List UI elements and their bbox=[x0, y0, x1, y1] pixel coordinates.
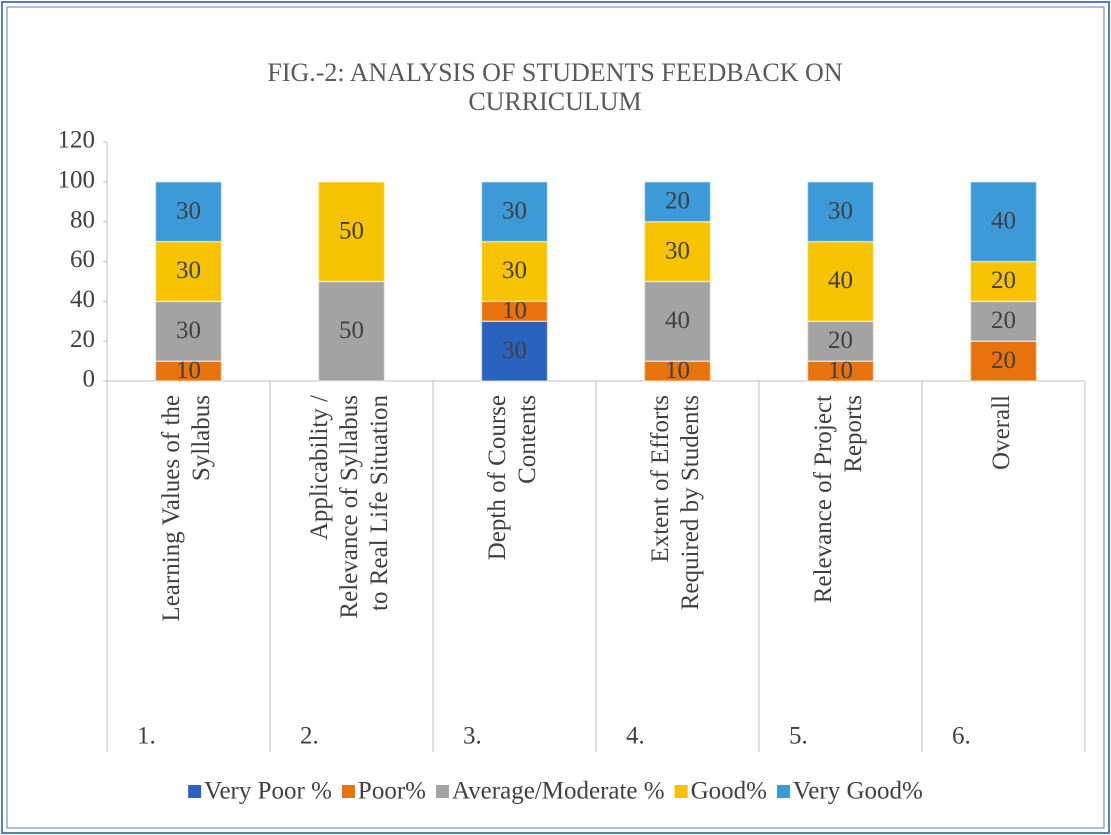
data-label: 20 bbox=[665, 187, 690, 214]
data-label: 40 bbox=[665, 307, 690, 334]
data-label: 20 bbox=[991, 347, 1016, 374]
data-label: 30 bbox=[502, 197, 527, 224]
chart-title: CURRICULUM bbox=[468, 87, 641, 116]
x-tick-label: Depth of Course bbox=[484, 395, 511, 560]
bar-segment bbox=[643, 280, 712, 362]
x-tick-label: Syllabus bbox=[188, 395, 215, 481]
x-tick-label: Applicability / bbox=[306, 395, 333, 540]
data-label: 30 bbox=[176, 257, 201, 284]
bar-segment bbox=[317, 181, 386, 283]
data-label: 20 bbox=[991, 267, 1016, 294]
bar-segment bbox=[480, 240, 549, 303]
x-tick-label: Relevance of Project bbox=[810, 395, 837, 603]
category-label: Applicability / Relevance of Syllabus to R… bbox=[306, 395, 393, 619]
bar-segment bbox=[806, 320, 875, 362]
y-tick-label: 80 bbox=[70, 206, 95, 233]
data-label: 20 bbox=[828, 327, 853, 354]
x-tick-label: Overall bbox=[988, 395, 1015, 470]
legend-label: Very Good% bbox=[793, 778, 923, 805]
bar-segment bbox=[969, 340, 1038, 382]
legend-label: Average/Moderate % bbox=[452, 778, 665, 805]
bar-segment bbox=[480, 320, 549, 382]
legend-swatch bbox=[674, 785, 688, 798]
legend-label: Good% bbox=[691, 778, 767, 805]
chart-title: FIG.-2: ANALYSIS OF STUDENTS FEEDBACK ON bbox=[267, 58, 842, 87]
bar-segment bbox=[643, 220, 712, 283]
frame-inner bbox=[6, 6, 1105, 829]
bar-segment bbox=[480, 181, 549, 243]
category-label: Overall bbox=[988, 395, 1015, 470]
bar-segment bbox=[154, 240, 223, 303]
bar-segment bbox=[154, 300, 223, 362]
bar-segment bbox=[317, 280, 386, 382]
x-tick-label: Relevance of Syllabus bbox=[336, 395, 363, 619]
legend-label: Poor% bbox=[358, 778, 426, 805]
bar-segment bbox=[969, 181, 1038, 263]
data-label: 20 bbox=[991, 307, 1016, 334]
category-label: Depth of Course Contents bbox=[484, 395, 541, 560]
x-tick-label: Reports bbox=[840, 395, 867, 473]
category-number: 6. bbox=[952, 723, 971, 750]
data-label: 30 bbox=[176, 197, 201, 224]
bar-segment bbox=[806, 181, 875, 243]
y-tick-label: 20 bbox=[70, 326, 95, 353]
x-tick-label: Learning Values of the bbox=[158, 395, 185, 622]
x-tick-label: Extent of Efforts bbox=[647, 395, 674, 563]
data-label: 40 bbox=[991, 207, 1016, 234]
data-label: 30 bbox=[828, 197, 853, 224]
category-number: 2. bbox=[300, 723, 319, 750]
x-tick-label: to Real Life Situation bbox=[366, 395, 393, 611]
data-label: 40 bbox=[828, 267, 853, 294]
category-label: Relevance of Project Reports bbox=[810, 395, 867, 603]
y-tick-label: 100 bbox=[58, 167, 96, 194]
legend-swatch bbox=[188, 785, 202, 798]
bar-segment bbox=[643, 181, 712, 223]
category-label: Extent of Efforts Required by Students bbox=[647, 395, 704, 610]
category-number: 4. bbox=[626, 723, 645, 750]
y-tick-label: 40 bbox=[70, 286, 95, 313]
y-tick-label: 60 bbox=[70, 246, 95, 273]
data-label: 30 bbox=[502, 337, 527, 364]
y-tick-label: 0 bbox=[83, 366, 96, 393]
bar-segment bbox=[969, 300, 1038, 342]
data-label: 30 bbox=[176, 317, 201, 344]
legend-label: Very Poor % bbox=[204, 778, 332, 805]
legend-swatch bbox=[341, 785, 355, 798]
category-number: 3. bbox=[463, 723, 482, 750]
bar-segment bbox=[969, 260, 1038, 303]
category-number: 5. bbox=[789, 723, 808, 750]
data-label: 30 bbox=[665, 237, 690, 264]
x-tick-label: Required by Students bbox=[677, 395, 704, 610]
category-number: 1. bbox=[137, 723, 156, 750]
x-tick-label: Contents bbox=[514, 395, 541, 484]
bar-segment bbox=[806, 240, 875, 322]
legend-swatch bbox=[435, 785, 449, 798]
data-label: 30 bbox=[502, 257, 527, 284]
legend-swatch bbox=[777, 785, 790, 798]
y-tick-label: 120 bbox=[58, 127, 96, 154]
category-label: Learning Values of the Syllabus bbox=[158, 395, 215, 622]
data-label: 50 bbox=[339, 317, 364, 344]
data-label: 50 bbox=[339, 217, 364, 244]
bar-segment bbox=[154, 181, 223, 243]
